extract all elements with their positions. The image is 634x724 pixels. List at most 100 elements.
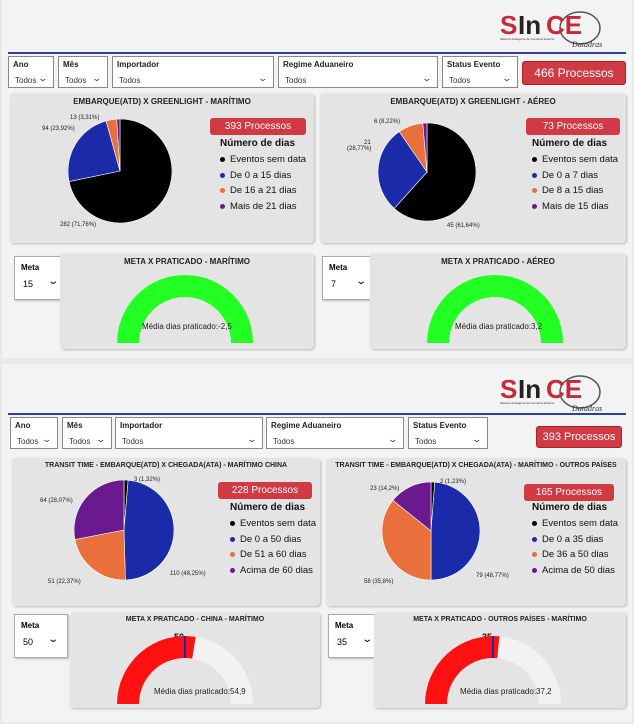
pie-slice[interactable] (430, 482, 480, 580)
pie-slice[interactable] (378, 131, 428, 209)
legend-item: De 16 a 21 dias (220, 183, 306, 199)
chevron-down-icon: ⌄ (37, 73, 49, 83)
slicer-status-evento[interactable]: Status Evento Todos ⌄ (442, 56, 518, 88)
slicer-label: Mês (67, 421, 83, 430)
slicer-value: Todos (415, 437, 437, 446)
slicer-ano[interactable]: Ano Todos ⌄ (8, 56, 54, 88)
pie-label: 45 (61,64%) (447, 223, 480, 229)
chevron-down-icon: ⌄ (361, 634, 374, 645)
legend-label: Mais de 21 dias (230, 200, 297, 212)
dot-icon (220, 188, 225, 194)
legend-title: Número de dias (532, 138, 608, 149)
gauge-panel-aereo: META X PRATICADO - AÉREO Média dias prat… (370, 253, 626, 349)
legend-label: Eventos sem data (240, 518, 317, 530)
slicer-label: Ano (15, 421, 31, 430)
slicer-mes[interactable]: Mês Todos ⌄ (58, 56, 108, 88)
slicer-status-evento[interactable]: Status Evento Todos ⌄ (408, 417, 488, 449)
gauge-text: Média dias praticado:54,9 (154, 687, 246, 696)
svg-text:CE: CE (546, 374, 582, 404)
gauge-chart (427, 275, 563, 343)
legend-item: Eventos sem data (532, 516, 618, 532)
dot-icon (532, 157, 537, 163)
slicer-ano[interactable]: Ano Todos ⌄ (10, 417, 58, 449)
pie-label: 79 (48,77%) (476, 573, 509, 579)
legend-item: Eventos sem data (532, 152, 618, 168)
slicer-importador[interactable]: Importador Todos ⌄ (115, 417, 263, 449)
pie-chart (378, 123, 476, 221)
chevron-down-icon: ⌄ (257, 73, 269, 83)
dot-icon (220, 203, 225, 209)
total-processes-button[interactable]: 466 Processos (522, 61, 626, 85)
pie-slice[interactable] (68, 120, 121, 182)
chart-panel-aereo: EMBARQUE(ATD) X GREENLIGHT - AÉREO 6 (8,… (320, 93, 626, 243)
pie-label: 94 (23,92%) (42, 126, 75, 132)
legend-label: De 0 a 50 dias (240, 533, 302, 545)
slicer-regime-aduaneiro[interactable]: Regime Aduaneiro Todos ⌄ (278, 56, 438, 88)
slicer-value: Todos (17, 437, 39, 446)
chart-title: TRANSIT TIME - EMBARQUE(ATD) X CHEGADA(A… (335, 462, 617, 469)
chart-legend: Número de dias Eventos sem data De 0 a 7… (532, 138, 618, 214)
svg-text:Datadras: Datadras (571, 40, 602, 48)
legend-label: Acima de 50 dias (542, 564, 615, 576)
chevron-down-icon: ⌄ (47, 634, 60, 645)
chevron-down-icon: ⌄ (501, 73, 513, 83)
pie-slice[interactable] (382, 499, 432, 580)
svg-text:In: In (518, 374, 541, 404)
meta-value: 7 (331, 279, 337, 289)
meta-label: Meta (21, 621, 40, 630)
gauge-fill (427, 275, 563, 343)
pie-slice[interactable] (74, 480, 125, 540)
chart-panel-china: TRANSIT TIME - EMBARQUE(ATD) X CHEGADA(A… (12, 458, 320, 606)
pie-label: 51 (22,37%) (48, 579, 81, 585)
chevron-down-icon: ⌄ (41, 434, 53, 444)
processes-count-button[interactable]: 393 Processos (210, 118, 306, 135)
pie-slice[interactable] (422, 123, 428, 173)
pie-label: 282 (71,76%) (60, 222, 97, 228)
dot-icon (532, 188, 537, 194)
slicer-label: Status Evento (413, 421, 467, 430)
slicer-value: Todos (122, 437, 144, 446)
legend-item: De 8 a 15 dias (532, 183, 618, 199)
processes-count-button[interactable]: 73 Processos (526, 118, 620, 135)
meta-label: Meta (335, 621, 354, 630)
legend-label: Eventos sem data (230, 154, 307, 166)
pie-slice[interactable] (123, 480, 174, 580)
meta-selector-outros-paises[interactable]: Meta 35 ⌄ (328, 614, 382, 658)
dot-icon (532, 521, 537, 527)
slicer-label: Importador (117, 60, 160, 69)
dot-icon (230, 536, 235, 542)
gauge-chart (425, 636, 561, 704)
slicer-regime-aduaneiro[interactable]: Regime Aduaneiro Todos ⌄ (266, 417, 404, 449)
svg-text:S: S (500, 10, 517, 40)
gauge-text: Média dias praticado:3,2 (455, 322, 543, 331)
gauge-title: META X PRATICADO - AÉREO (441, 257, 555, 266)
svg-text:Datadras: Datadras (571, 404, 602, 412)
gauge-panel-china: META X PRATICADO - CHINA - MARÍTIMO 50 M… (70, 612, 320, 708)
chevron-down-icon: ⌄ (355, 276, 368, 287)
meta-selector-china[interactable]: Meta 50 ⌄ (14, 614, 68, 658)
total-processes-button[interactable]: 393 Processos (536, 426, 622, 448)
meta-selector-aereo[interactable]: Meta 7 ⌄ (322, 256, 376, 300)
chevron-down-icon: ⌄ (471, 434, 483, 444)
pie-label: 23 (14,2%) (370, 486, 400, 492)
chart-title: EMBARQUE(ATD) X GREENLIGHT - AÉREO (390, 97, 556, 106)
pie-slice[interactable] (68, 119, 172, 223)
processes-count-button[interactable]: 165 Processos (524, 484, 614, 501)
pie-slice[interactable] (74, 529, 126, 580)
gauge-chart (117, 275, 253, 343)
slicer-importador[interactable]: Importador Todos ⌄ (112, 56, 274, 88)
dot-icon (230, 521, 235, 527)
slicer-label: Importador (120, 421, 163, 430)
gauge-fill (117, 636, 196, 704)
chevron-down-icon: ⌄ (95, 434, 107, 444)
pie-slice[interactable] (392, 482, 432, 532)
meta-selector-maritimo[interactable]: Meta 15 ⌄ (14, 256, 68, 300)
slicer-mes[interactable]: Mês Todos ⌄ (62, 417, 112, 449)
processes-count-button[interactable]: 228 Processos (218, 482, 312, 499)
slicer-label: Regime Aduaneiro (283, 60, 354, 69)
legend-label: De 0 a 7 dias (542, 169, 598, 181)
legend-item: De 51 a 60 dias (230, 547, 316, 563)
pie-slice[interactable] (116, 119, 121, 172)
slicer-label: Ano (13, 60, 29, 69)
pie-slice[interactable] (393, 123, 476, 221)
